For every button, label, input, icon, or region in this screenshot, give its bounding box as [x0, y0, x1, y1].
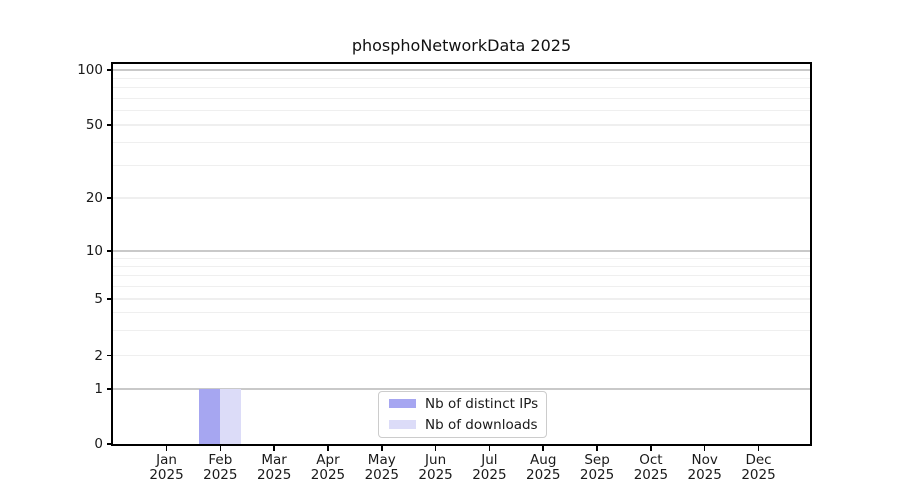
y-tick-mark — [106, 69, 113, 71]
x-tick-mark — [488, 444, 491, 451]
legend: Nb of distinct IPs Nb of downloads — [378, 390, 547, 438]
y-tick-label: 5 — [94, 291, 103, 307]
y-tick-mark — [106, 197, 113, 199]
y-tick-label: 100 — [77, 62, 103, 78]
y-gridline-minor — [113, 87, 810, 89]
y-gridline-minor — [113, 329, 810, 332]
x-tick-label: May 2025 — [364, 451, 399, 483]
x-tick-mark — [273, 444, 275, 451]
y-gridline-minor — [113, 197, 810, 199]
x-tick-label: Mar 2025 — [256, 451, 292, 483]
legend-swatch-downloads — [389, 420, 416, 429]
y-gridline-minor — [113, 265, 810, 268]
y-tick-mark — [106, 250, 113, 252]
x-tick-mark — [434, 444, 437, 451]
y-gridline-minor — [113, 298, 810, 300]
y-gridline-minor — [113, 165, 810, 167]
plot-border-top — [111, 62, 812, 64]
plot-border-right — [810, 62, 812, 446]
y-gridline-minor — [113, 312, 810, 314]
y-gridline-minor — [113, 275, 810, 277]
y-tick-label: 20 — [85, 190, 103, 206]
x-tick-label: Sep 2025 — [579, 451, 615, 483]
y-tick-mark — [106, 354, 113, 357]
x-tick-mark — [327, 444, 329, 451]
y-tick-label: 2 — [94, 347, 103, 364]
y-tick-mark — [106, 388, 113, 390]
legend-item-distinct-ips: Nb of distinct IPs — [389, 395, 546, 413]
x-tick-mark — [380, 444, 383, 451]
x-tick-label: Nov 2025 — [687, 451, 722, 483]
bar-downloads — [220, 389, 242, 444]
y-gridline-minor — [113, 257, 810, 259]
y-gridline-major — [113, 250, 810, 252]
x-tick-label: Feb 2025 — [203, 451, 238, 483]
x-tick-mark — [703, 444, 706, 451]
y-tick-mark — [106, 124, 113, 126]
x-tick-mark — [542, 444, 545, 451]
x-tick-label: Dec 2025 — [741, 451, 776, 483]
y-gridline-minor — [113, 77, 810, 79]
y-tick-label: 10 — [85, 243, 103, 259]
x-tick-label: Apr 2025 — [310, 451, 346, 483]
legend-swatch-distinct-ips — [389, 399, 416, 408]
x-tick-label: Jan 2025 — [149, 451, 184, 483]
y-tick-label: 0 — [94, 435, 103, 452]
legend-label-downloads: Nb of downloads — [425, 416, 538, 433]
x-tick-mark — [757, 444, 760, 451]
x-tick-mark — [650, 444, 652, 451]
legend-item-downloads: Nb of downloads — [389, 416, 546, 434]
x-tick-label: Jun 2025 — [418, 451, 453, 483]
x-tick-label: Oct 2025 — [633, 451, 669, 483]
y-tick-mark — [106, 443, 113, 445]
y-tick-mark — [106, 298, 113, 300]
chart-title: phosphoNetworkData 2025 — [351, 36, 572, 55]
y-gridline-minor — [113, 142, 810, 144]
y-gridline-major — [113, 388, 810, 390]
y-gridline-minor — [113, 354, 810, 357]
y-gridline-minor — [113, 97, 810, 99]
x-tick-mark — [219, 444, 222, 451]
x-tick-mark — [596, 444, 598, 451]
y-tick-label: 50 — [85, 117, 103, 133]
y-gridline-minor — [113, 285, 810, 287]
x-tick-label: Aug 2025 — [526, 451, 561, 483]
x-axis-line — [111, 443, 812, 446]
legend-label-distinct-ips: Nb of distinct IPs — [425, 395, 539, 412]
y-gridline-minor — [113, 124, 810, 126]
x-tick-mark — [165, 444, 168, 451]
x-tick-label: Jul 2025 — [472, 451, 507, 483]
y-gridline-minor — [113, 109, 810, 112]
y-axis-line — [111, 62, 114, 446]
bar-distinct-ips — [199, 389, 221, 444]
y-tick-label: 1 — [94, 381, 103, 397]
y-gridline-major — [113, 69, 810, 71]
